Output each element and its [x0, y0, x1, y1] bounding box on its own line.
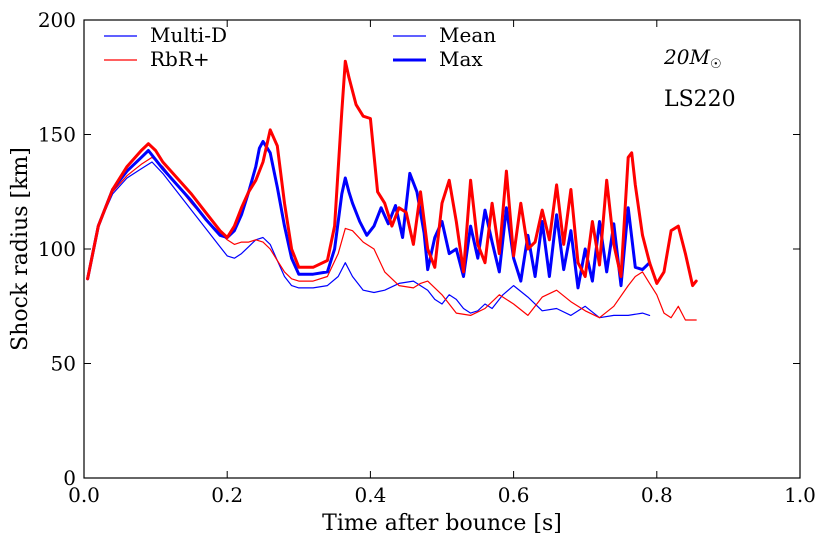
x-tick-label: 1.0 — [784, 483, 816, 507]
y-tick-label: 50 — [51, 352, 76, 376]
x-axis-label: Time after bounce [s] — [322, 511, 562, 536]
series-layer — [86, 59, 698, 321]
y-tick-label: 200 — [38, 8, 76, 32]
legend-label: Mean — [439, 23, 496, 47]
y-axis-label: Shock radius [km] — [8, 147, 33, 351]
x-tick-label: 0.6 — [498, 483, 530, 507]
legend-label: Max — [439, 47, 483, 71]
y-tick-label: 0 — [63, 466, 76, 490]
series-line-rbr-max — [86, 59, 698, 288]
y-tick-label: 100 — [38, 237, 76, 261]
y-tick-label: 150 — [38, 123, 76, 147]
eos-annotation: LS220 — [664, 87, 736, 112]
series-line-multi-d-max — [86, 139, 652, 290]
legend-label: Multi-D — [150, 23, 227, 47]
x-tick-label: 0.0 — [68, 483, 100, 507]
legend-label: RbR+ — [150, 47, 210, 71]
mass-annotation: 20M☉ — [663, 45, 722, 72]
x-tick-label: 0.2 — [211, 483, 243, 507]
axis-ticks: 0.0 0.2 0.4 0.6 0.8 1.0 0 50 100 150 200 — [38, 8, 816, 507]
x-tick-label: 0.8 — [641, 483, 673, 507]
x-tick-label: 0.4 — [354, 483, 386, 507]
series-line-multi-d-mean — [86, 161, 651, 319]
